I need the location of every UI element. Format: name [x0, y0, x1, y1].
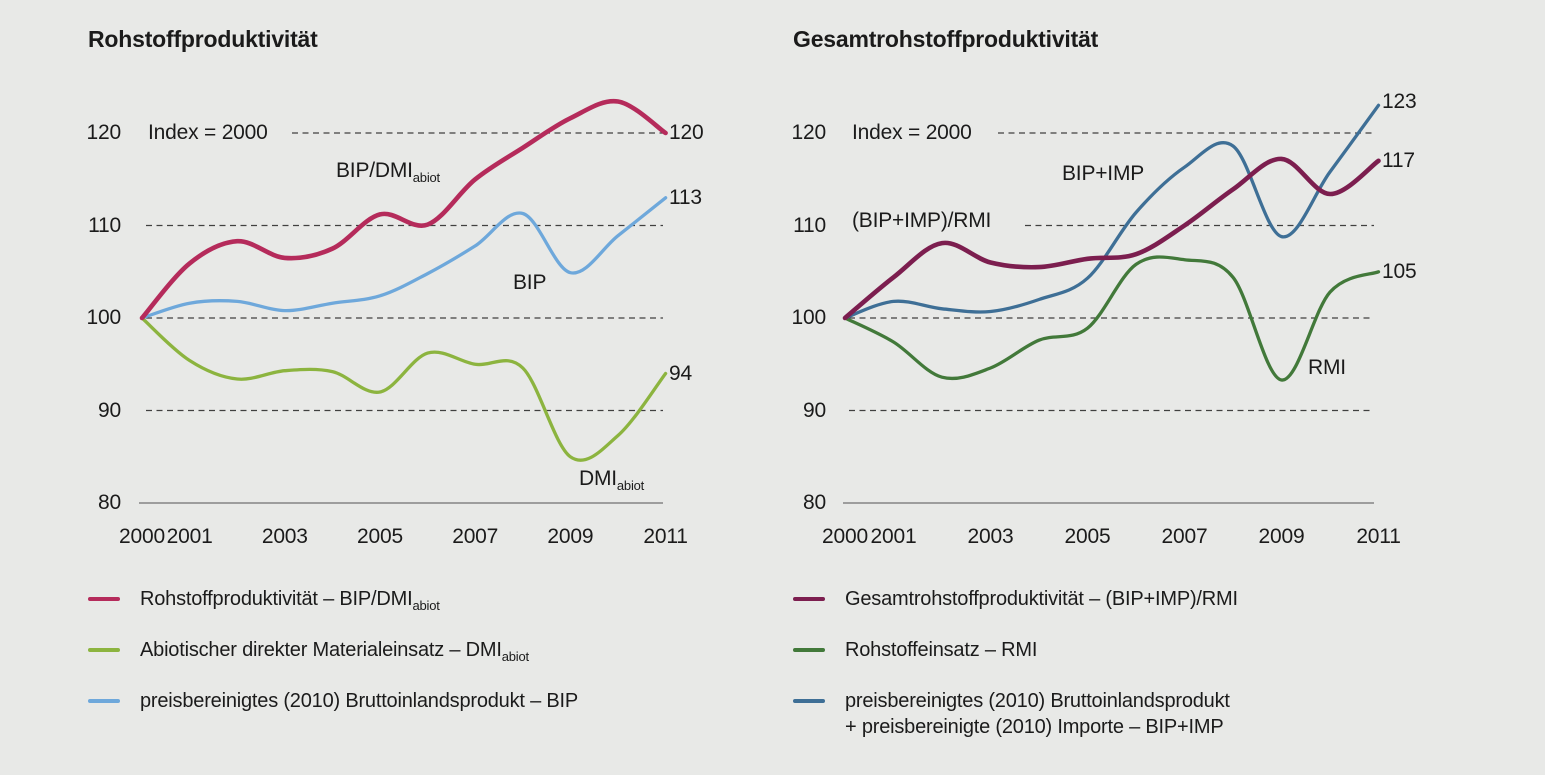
curve-label-bip-imp-rmi: (BIP+IMP)/RMI — [852, 209, 992, 232]
y-tick-100: 100 — [791, 306, 827, 329]
x-tick-2009: 2009 — [1258, 525, 1305, 548]
curve-label-bip: BIP — [513, 271, 547, 294]
y-tick-110: 110 — [88, 213, 121, 237]
series-line-1-2 — [843, 103, 1381, 320]
legend-swatch-0-1 — [88, 648, 120, 652]
index-note: Index = 2000 — [148, 121, 268, 144]
series-line-0-0 — [139, 98, 668, 321]
subscript: abiot — [412, 170, 440, 185]
end-label-105: 105 — [1382, 259, 1417, 283]
x-tick-2009: 2009 — [547, 525, 594, 548]
legend-label-1-2-line2: + preisbereinigte (2010) Importe – BIP+I… — [845, 716, 1224, 738]
y-tick-120: 120 — [791, 121, 827, 144]
x-tick-2003: 2003 — [967, 525, 1014, 548]
legend-label-0-1: Abiotischer direkter Materialeinsatz – D… — [140, 639, 529, 664]
series-line-0-2 — [140, 196, 668, 320]
end-label-120: 120 — [669, 121, 704, 144]
x-tick-2011: 2011 — [643, 525, 688, 548]
curve-label-rmi: RMI — [1308, 356, 1346, 379]
y-tick-90: 90 — [98, 398, 121, 422]
x-tick-2007: 2007 — [1161, 525, 1208, 548]
y-tick-120: 120 — [86, 121, 122, 144]
curve-label-bip-imp: BIP+IMP — [1062, 162, 1145, 185]
legend-swatch-1-2 — [793, 699, 825, 703]
end-label-113: 113 — [669, 185, 702, 209]
subscript: abiot — [501, 649, 529, 664]
curve-label-dmi-abiot: DMIabiot — [579, 467, 645, 493]
end-label-117: 117 — [1382, 148, 1415, 172]
legend-label-0-2: preisbereinigtes (2010) Bruttoinlandspro… — [140, 690, 579, 712]
y-tick-90: 90 — [803, 398, 826, 422]
legend-label-0-0: Rohstoffproduktivität – BIP/DMIabiot — [140, 588, 440, 613]
right-chart-title: Gesamtrohstoffproduktivität — [793, 26, 1099, 52]
end-label-123: 123 — [1382, 90, 1417, 114]
y-tick-80: 80 — [803, 491, 826, 514]
x-tick-2000: 2000 — [119, 525, 165, 548]
x-tick-2003: 2003 — [261, 525, 308, 548]
legend-label-1-2: preisbereinigtes (2010) Bruttoinlandspro… — [845, 690, 1230, 712]
x-tick-2001: 2001 — [870, 525, 917, 548]
x-tick-2007: 2007 — [452, 525, 499, 548]
index-note: Index = 2000 — [852, 121, 972, 144]
legend-swatch-1-0 — [793, 596, 825, 602]
x-tick-2011: 2011 — [1356, 525, 1401, 548]
legend-label-1-1: Rohstoffeinsatz – RMI — [845, 639, 1038, 661]
end-label-94: 94 — [669, 361, 692, 385]
subscript: abiot — [616, 478, 645, 493]
subscript: abiot — [412, 598, 440, 613]
x-tick-2000: 2000 — [822, 525, 868, 548]
x-tick-2001: 2001 — [166, 525, 213, 548]
series-line-0-1 — [140, 316, 668, 462]
y-tick-80: 80 — [98, 491, 121, 514]
series-line-1-0 — [842, 156, 1381, 321]
y-tick-100: 100 — [86, 306, 122, 329]
x-tick-2005: 2005 — [1064, 525, 1111, 548]
x-tick-2005: 2005 — [357, 525, 403, 548]
legend-swatch-1-1 — [793, 648, 825, 652]
legend-swatch-0-0 — [88, 596, 120, 602]
curve-label-bip-dmi-abiot: BIP/DMIabiot — [336, 159, 440, 185]
left-chart-title: Rohstoffproduktivität — [88, 26, 318, 52]
series-line-1-1 — [843, 255, 1381, 382]
y-tick-110: 110 — [793, 213, 826, 237]
legend-swatch-0-2 — [88, 699, 120, 703]
legend-label-1-0: Gesamtrohstoffproduktivität – (BIP+IMP)/… — [845, 588, 1238, 610]
